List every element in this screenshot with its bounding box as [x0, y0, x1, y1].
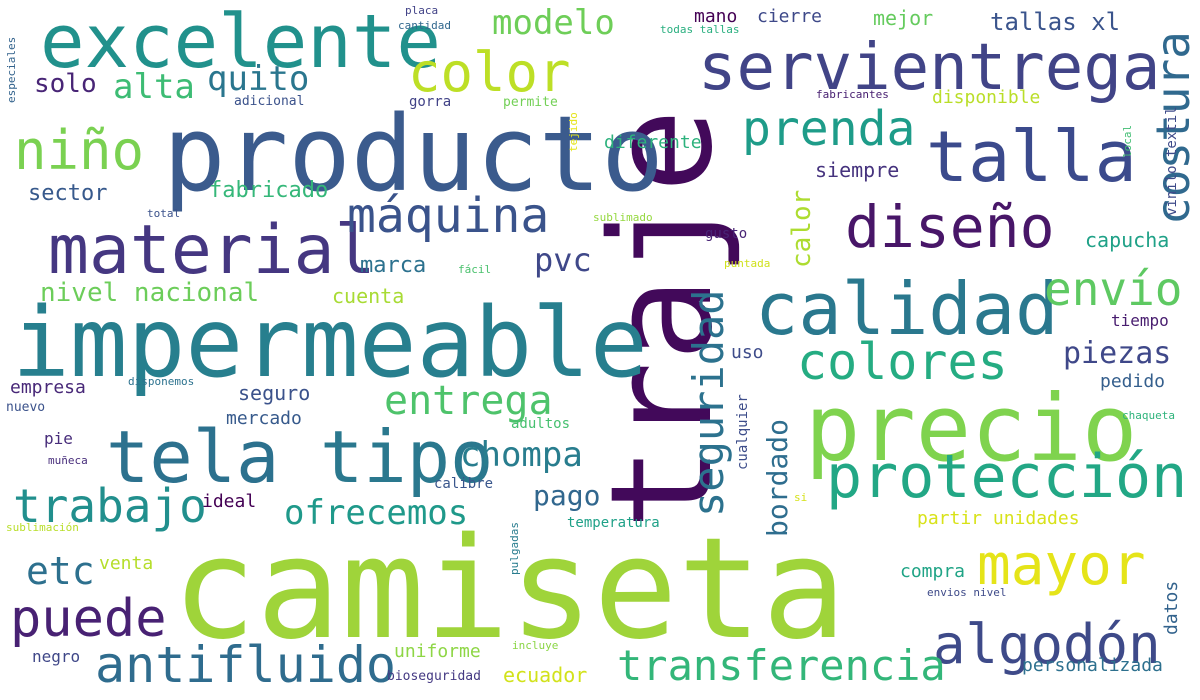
- word-modelo: modelo: [492, 3, 615, 43]
- word-siempre: siempre: [815, 158, 900, 182]
- word-precio: precio: [805, 375, 1138, 482]
- word-prenda: prenda: [742, 101, 916, 157]
- word-tela: tela: [106, 415, 280, 499]
- word-incluye: incluye: [512, 639, 559, 652]
- word-vinilo-textil: vinilo textil: [1164, 106, 1180, 216]
- word-colores: colores: [797, 333, 1008, 391]
- word-chaqueta: chaqueta: [1122, 409, 1175, 422]
- word-sector: sector: [28, 181, 108, 206]
- word-material: material: [48, 211, 376, 290]
- word-adultos: adultos: [511, 416, 571, 432]
- word-ofrecemos: ofrecemos: [284, 493, 469, 533]
- word-piezas: piezas: [1063, 336, 1172, 371]
- word-producto: producto: [163, 93, 664, 215]
- word-excelente: excelente: [40, 0, 441, 85]
- word-cualquier: cualquier: [735, 394, 751, 470]
- word-diseno: diseño: [845, 193, 1055, 261]
- word-fabricantes: fabricantes: [816, 88, 889, 101]
- word-todas-tallas: todas tallas: [660, 23, 740, 36]
- word-seguro: seguro: [238, 381, 311, 405]
- word-calibre: calibre: [434, 476, 494, 492]
- word-calor: calor: [787, 189, 817, 268]
- word-solo: solo: [34, 69, 97, 99]
- word-bioseguridad: bioseguridad: [387, 669, 481, 684]
- word-calidad: calidad: [755, 267, 1059, 351]
- word-mercado: mercado: [226, 408, 302, 429]
- word-alta: alta: [113, 67, 195, 107]
- word-local: local: [1121, 124, 1134, 158]
- word-total: total: [147, 207, 181, 220]
- word-diferente: diferente: [604, 132, 702, 153]
- word-nino: niño: [14, 119, 145, 182]
- word-empresa: empresa: [10, 377, 86, 398]
- word-tiempo: tiempo: [1111, 311, 1169, 330]
- word-datos: datos: [1161, 580, 1182, 635]
- word-compra: compra: [900, 561, 966, 582]
- word-talla: talla: [926, 116, 1137, 198]
- word-nivel-nacional: nivel nacional: [40, 278, 260, 308]
- word-permite: permite: [503, 95, 558, 110]
- word-transferencia: transferencia: [617, 641, 946, 690]
- word-proteccion: protección: [826, 442, 1188, 512]
- word-partir-unidades: partir unidades: [917, 508, 1080, 529]
- word-envio: envío: [1044, 262, 1183, 316]
- word-pago: pago: [533, 479, 601, 512]
- word-uniforme: uniforme: [394, 641, 481, 662]
- word-facil: fácil: [458, 263, 492, 276]
- word-muneca: muñeca: [48, 454, 88, 467]
- word-algodon: algodón: [933, 613, 1161, 676]
- word-pulgadas: pulgadas: [508, 522, 521, 575]
- word-sublimacion: sublimación: [6, 521, 79, 534]
- word-si: si: [794, 491, 808, 504]
- word-uso: uso: [731, 342, 764, 363]
- word-mano: mano: [694, 6, 738, 27]
- word-temperatura: temperatura: [567, 515, 660, 531]
- word-ideal: ideal: [202, 491, 257, 512]
- word-envios-nivel: envios nivel: [927, 586, 1007, 599]
- word-puede: puede: [10, 589, 167, 649]
- word-especiales: especiales: [5, 36, 18, 103]
- word-ecuador: ecuador: [503, 663, 588, 687]
- word-trabajo: trabajo: [13, 479, 207, 533]
- word-sublimado: sublimado: [593, 211, 653, 224]
- word-mayor: mayor: [977, 533, 1146, 598]
- word-placa: placa: [405, 4, 439, 17]
- word-disponible: disponible: [932, 87, 1041, 108]
- word-cierre: cierre: [757, 6, 823, 27]
- word-tipo: tipo: [320, 415, 494, 499]
- word-puntada: puntada: [724, 257, 771, 270]
- word-maquina: máquina: [347, 188, 550, 244]
- word-etc: etc: [26, 549, 95, 593]
- word-camiseta: camiseta: [172, 508, 847, 671]
- word-tejido: tejido: [567, 112, 580, 152]
- word-pvc: pvc: [534, 241, 592, 279]
- word-servientrega: servientrega: [698, 31, 1161, 105]
- word-seguridad: seguridad: [684, 289, 733, 517]
- word-disponemos: disponemos: [128, 375, 195, 388]
- word-tallas-xl: tallas xl: [990, 8, 1121, 36]
- word-entrega: entrega: [384, 378, 553, 424]
- word-mejor: mejor: [873, 6, 934, 30]
- word-personalizada: personalizada: [1022, 655, 1163, 676]
- word-cantidad: cantidad: [398, 19, 451, 32]
- word-gusto: gusto: [705, 226, 748, 242]
- word-pie: pie: [44, 429, 73, 448]
- word-nuevo: nuevo: [6, 400, 46, 415]
- word-chompa: chompa: [460, 435, 583, 475]
- word-quito: quito: [207, 59, 310, 99]
- word-pedido: pedido: [1100, 371, 1166, 392]
- word-venta: venta: [99, 553, 154, 574]
- word-negro: negro: [32, 647, 81, 666]
- word-impermeable: impermeable: [12, 287, 648, 399]
- word-marca: marca: [360, 253, 427, 278]
- word-color: color: [408, 41, 571, 104]
- word-fabricado: fabricado: [209, 178, 329, 203]
- word-cuenta: cuenta: [332, 284, 405, 308]
- word-capucha: capucha: [1085, 228, 1170, 252]
- word-gorra: gorra: [409, 94, 452, 110]
- word-bordado: bordado: [761, 418, 794, 537]
- word-antifluido: antifluido: [95, 636, 397, 694]
- word-adicional: adicional: [234, 94, 305, 109]
